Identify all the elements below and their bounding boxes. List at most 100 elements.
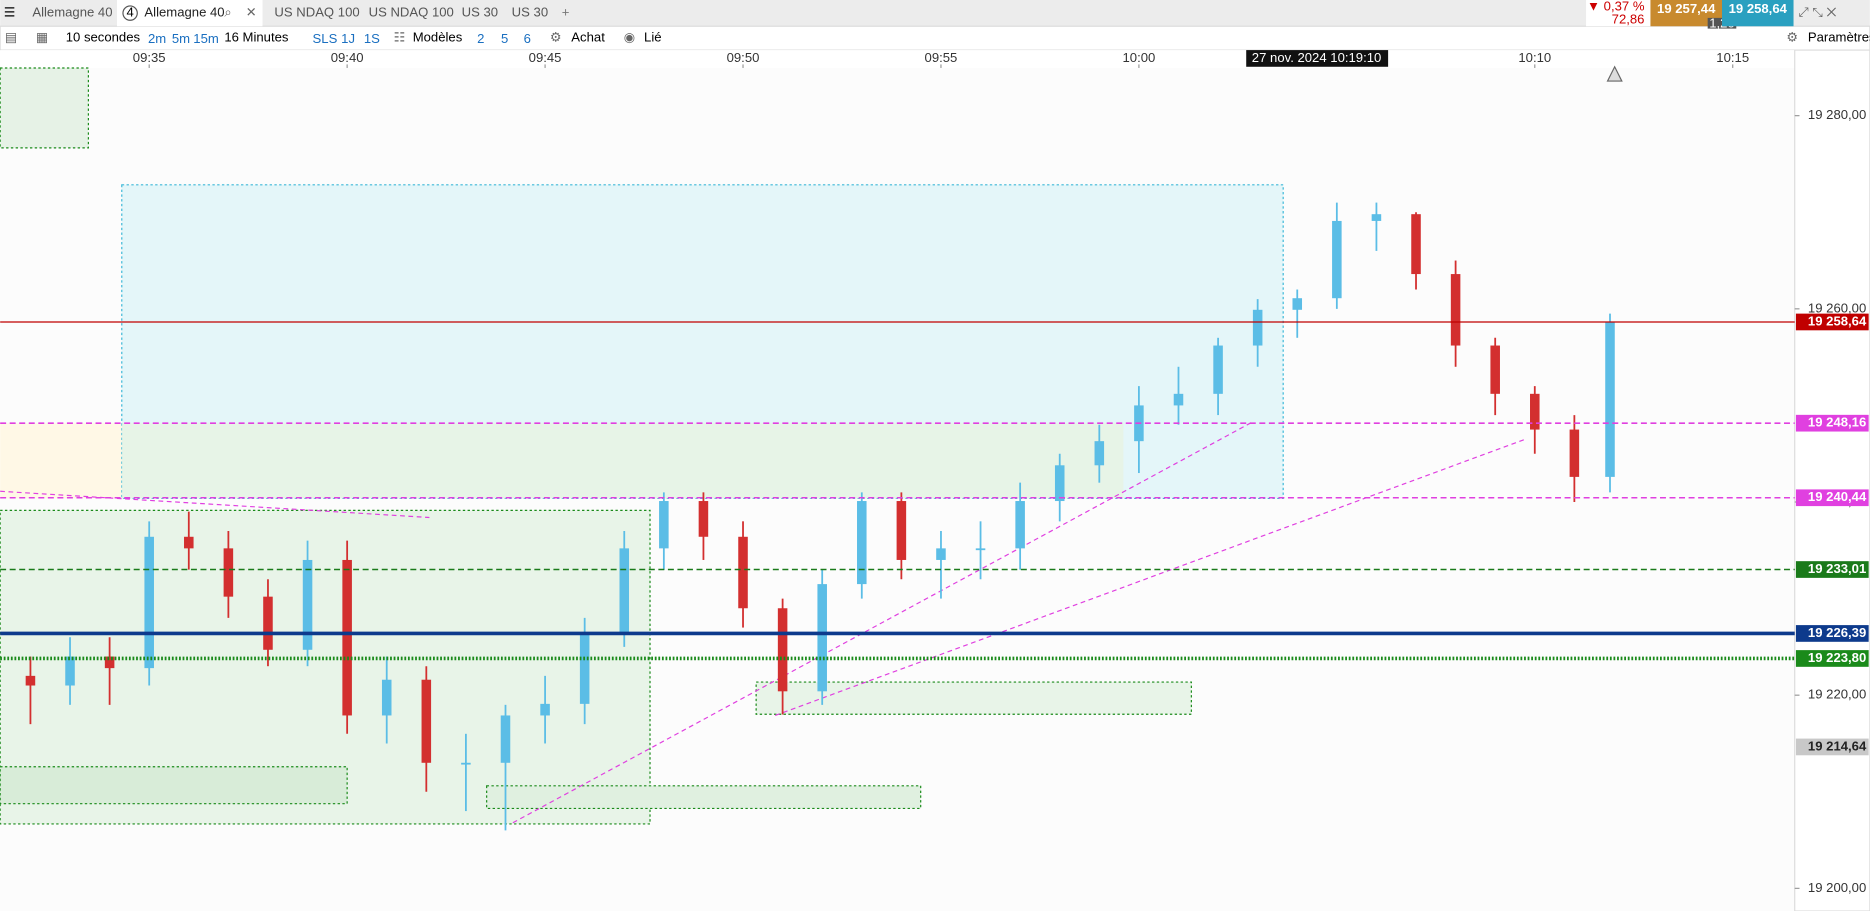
settings-icon[interactable]: ⚙ bbox=[1786, 30, 1798, 45]
active-tab[interactable] bbox=[117, 0, 263, 27]
candle-body bbox=[1252, 309, 1263, 346]
candle-body bbox=[461, 762, 471, 765]
quote-change: ▼ 0,37 % bbox=[1587, 0, 1645, 14]
candle-body bbox=[1173, 393, 1184, 406]
quick-interval[interactable]: 15m bbox=[193, 31, 219, 46]
candle-body bbox=[1371, 214, 1382, 221]
price-tag bbox=[1795, 414, 1869, 432]
menu-icon[interactable]: ☰ bbox=[4, 5, 16, 20]
x-tick-label: 10:10 bbox=[1518, 50, 1551, 65]
price-tag bbox=[1795, 625, 1869, 642]
candle-body bbox=[659, 501, 669, 549]
candle-body bbox=[1411, 214, 1421, 275]
price-tag-label: 19 248,16 bbox=[1808, 415, 1866, 430]
candle-body bbox=[1332, 220, 1342, 299]
price-tag-label: 19 233,01 bbox=[1808, 561, 1866, 576]
candle-body bbox=[223, 548, 234, 597]
candle-body bbox=[975, 548, 986, 551]
candle-body bbox=[144, 536, 154, 669]
quick-interval[interactable]: 2m bbox=[148, 31, 166, 46]
tab[interactable]: US 30 bbox=[512, 5, 548, 20]
candle-body bbox=[65, 656, 75, 686]
price-tag-label: 19 226,39 bbox=[1808, 625, 1866, 640]
candle-body bbox=[619, 548, 630, 633]
templates-icon[interactable]: ☷ bbox=[394, 30, 406, 45]
zone bbox=[0, 766, 348, 805]
candle-body bbox=[342, 559, 352, 716]
bid[interactable]: 19 257,44 bbox=[1657, 1, 1716, 16]
crosshair-box bbox=[1246, 50, 1389, 67]
window-controls[interactable]: ⤢ ⤡ ✕ bbox=[1798, 5, 1836, 20]
search-icon[interactable]: ⌕ bbox=[224, 5, 231, 20]
price-tag bbox=[1795, 313, 1869, 331]
tab[interactable]: Allemagne 40 bbox=[32, 5, 112, 20]
ask[interactable]: 19 258,64 bbox=[1729, 1, 1788, 16]
candle-body bbox=[1530, 393, 1540, 430]
tab[interactable]: US NDAQ 100 bbox=[369, 5, 454, 20]
period[interactable]: 1J bbox=[341, 31, 355, 46]
candle-body bbox=[500, 715, 511, 763]
zone bbox=[755, 681, 1192, 715]
candle-body bbox=[381, 679, 392, 716]
trend-line bbox=[512, 421, 1253, 824]
y-tick-label: 19 280,00 bbox=[1808, 107, 1866, 122]
link[interactable]: Lié bbox=[644, 30, 662, 45]
price-tag-label: 19 258,64 bbox=[1808, 313, 1867, 328]
candle-body bbox=[1605, 322, 1615, 477]
candle-body bbox=[817, 584, 827, 692]
span[interactable]: 16 Minutes bbox=[224, 30, 289, 45]
candle-body bbox=[1213, 345, 1223, 394]
layout[interactable]: 2 bbox=[477, 31, 484, 46]
layout-icon[interactable]: ▦ bbox=[36, 30, 48, 45]
zone bbox=[121, 423, 1124, 499]
close-icon[interactable]: ✕ bbox=[246, 5, 257, 20]
quick-interval[interactable]: 5m bbox=[172, 31, 190, 46]
price-tag-label: 19 240,44 bbox=[1808, 489, 1867, 504]
candle-body bbox=[1094, 441, 1105, 466]
candle-body bbox=[25, 675, 36, 686]
price-tag bbox=[1795, 489, 1869, 507]
y-tick-label: 19 260,00 bbox=[1808, 300, 1866, 315]
price-tag-label: 19 223,80 bbox=[1808, 650, 1866, 665]
tab[interactable]: US 30 bbox=[462, 5, 498, 20]
add-tab[interactable]: + bbox=[562, 5, 570, 20]
y-tick-label: 19 220,00 bbox=[1808, 687, 1866, 702]
candle-body bbox=[698, 501, 709, 537]
templates[interactable]: Modèles bbox=[413, 30, 463, 45]
candle-body bbox=[1490, 345, 1500, 394]
candle-body bbox=[421, 679, 432, 763]
candle-body bbox=[1292, 298, 1303, 310]
price-tag bbox=[1795, 561, 1869, 578]
settings[interactable]: Paramètres bbox=[1808, 30, 1870, 45]
tab[interactable]: US NDAQ 100 bbox=[274, 5, 359, 20]
candle-body bbox=[777, 608, 788, 692]
period[interactable]: SLS bbox=[313, 31, 338, 46]
marker bbox=[1606, 65, 1623, 82]
candle-body bbox=[738, 536, 748, 609]
order[interactable]: Achat bbox=[571, 30, 605, 45]
period[interactable]: 1S bbox=[364, 31, 380, 46]
candle-body bbox=[302, 559, 313, 650]
crosshair-label: 27 nov. 2024 10:19:10 bbox=[1252, 50, 1382, 65]
zone bbox=[486, 785, 922, 810]
price-tag bbox=[1795, 650, 1869, 667]
candle-body bbox=[579, 632, 590, 704]
list-icon[interactable]: ▤ bbox=[5, 30, 17, 45]
y-tick-label: 19 200,00 bbox=[1808, 880, 1866, 895]
x-tick-label: 09:40 bbox=[331, 50, 364, 65]
candle-body bbox=[936, 548, 946, 560]
tab[interactable]: Allemagne 40 bbox=[144, 5, 224, 20]
x-tick-label: 09:35 bbox=[133, 50, 166, 65]
interval[interactable]: 10 secondes bbox=[66, 30, 141, 45]
layout[interactable]: 5 bbox=[501, 31, 508, 46]
price-axis bbox=[1794, 49, 1870, 912]
order-icon[interactable]: ⚙ bbox=[550, 30, 562, 45]
candle-body bbox=[540, 703, 550, 716]
link-icon[interactable]: ◉ bbox=[624, 30, 635, 45]
candle-body bbox=[857, 501, 867, 585]
ask-box[interactable] bbox=[1721, 0, 1794, 27]
zone bbox=[0, 423, 122, 499]
candle-body bbox=[1054, 465, 1065, 502]
layout[interactable]: 6 bbox=[524, 31, 531, 46]
